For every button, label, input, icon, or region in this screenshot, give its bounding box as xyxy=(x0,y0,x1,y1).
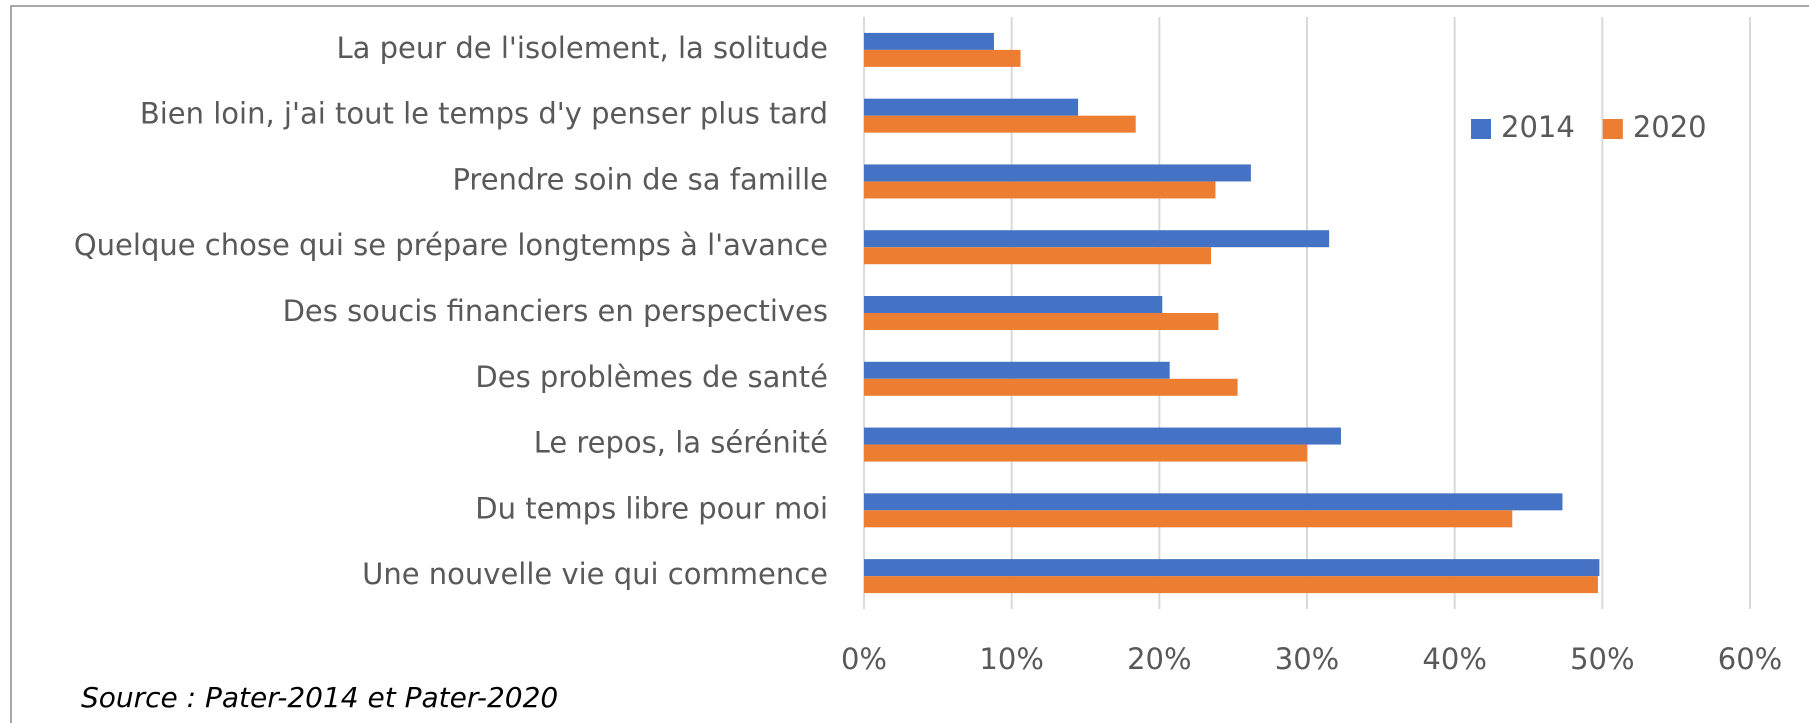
y-tick-label: Prendre soin de sa famille xyxy=(452,162,828,196)
x-tick-label: 50% xyxy=(1570,642,1634,676)
x-tick-label: 20% xyxy=(1127,642,1191,676)
bar xyxy=(864,164,1251,182)
bar xyxy=(864,444,1307,462)
x-tick-label: 0% xyxy=(841,642,887,676)
y-tick-label: Le repos, la sérénité xyxy=(534,426,828,460)
legend-label: 2014 xyxy=(1501,110,1575,144)
y-tick-label: Du temps libre pour moi xyxy=(475,491,828,525)
y-tick-label: Des soucis financiers en perspectives xyxy=(283,294,828,328)
x-tick-label: 60% xyxy=(1718,642,1782,676)
bar xyxy=(864,510,1513,528)
legend-swatch xyxy=(1471,119,1491,139)
legend-swatch xyxy=(1602,119,1623,139)
x-tick-label: 40% xyxy=(1422,642,1486,676)
y-tick-label: La peur de l'isolement, la solitude xyxy=(336,31,828,65)
x-tick-label: 30% xyxy=(1275,642,1339,676)
bar xyxy=(864,378,1238,396)
bar xyxy=(864,49,1021,67)
x-tick-label: 10% xyxy=(979,642,1043,676)
bar xyxy=(864,493,1563,511)
bar xyxy=(864,576,1598,594)
legend-label: 2020 xyxy=(1633,110,1707,144)
bar xyxy=(864,32,994,50)
chart-frame xyxy=(10,5,1809,723)
bar xyxy=(864,296,1163,313)
bar xyxy=(864,247,1212,265)
y-tick-label: Bien loin, j'ai tout le temps d'y penser… xyxy=(140,97,828,131)
y-tick-label: Une nouvelle vie qui commence xyxy=(362,557,828,591)
bar xyxy=(864,98,1079,116)
bar xyxy=(864,427,1341,445)
bar xyxy=(864,559,1600,577)
bar xyxy=(864,115,1136,133)
y-tick-label: Des problèmes de santé xyxy=(475,360,828,394)
bar xyxy=(864,181,1216,199)
bar xyxy=(864,313,1219,330)
source-note: Source : Pater-2014 et Pater-2020 xyxy=(81,681,558,714)
bar xyxy=(864,361,1170,379)
y-tick-label: Quelque chose qui se prépare longtemps à… xyxy=(74,228,828,262)
bar xyxy=(864,230,1330,248)
